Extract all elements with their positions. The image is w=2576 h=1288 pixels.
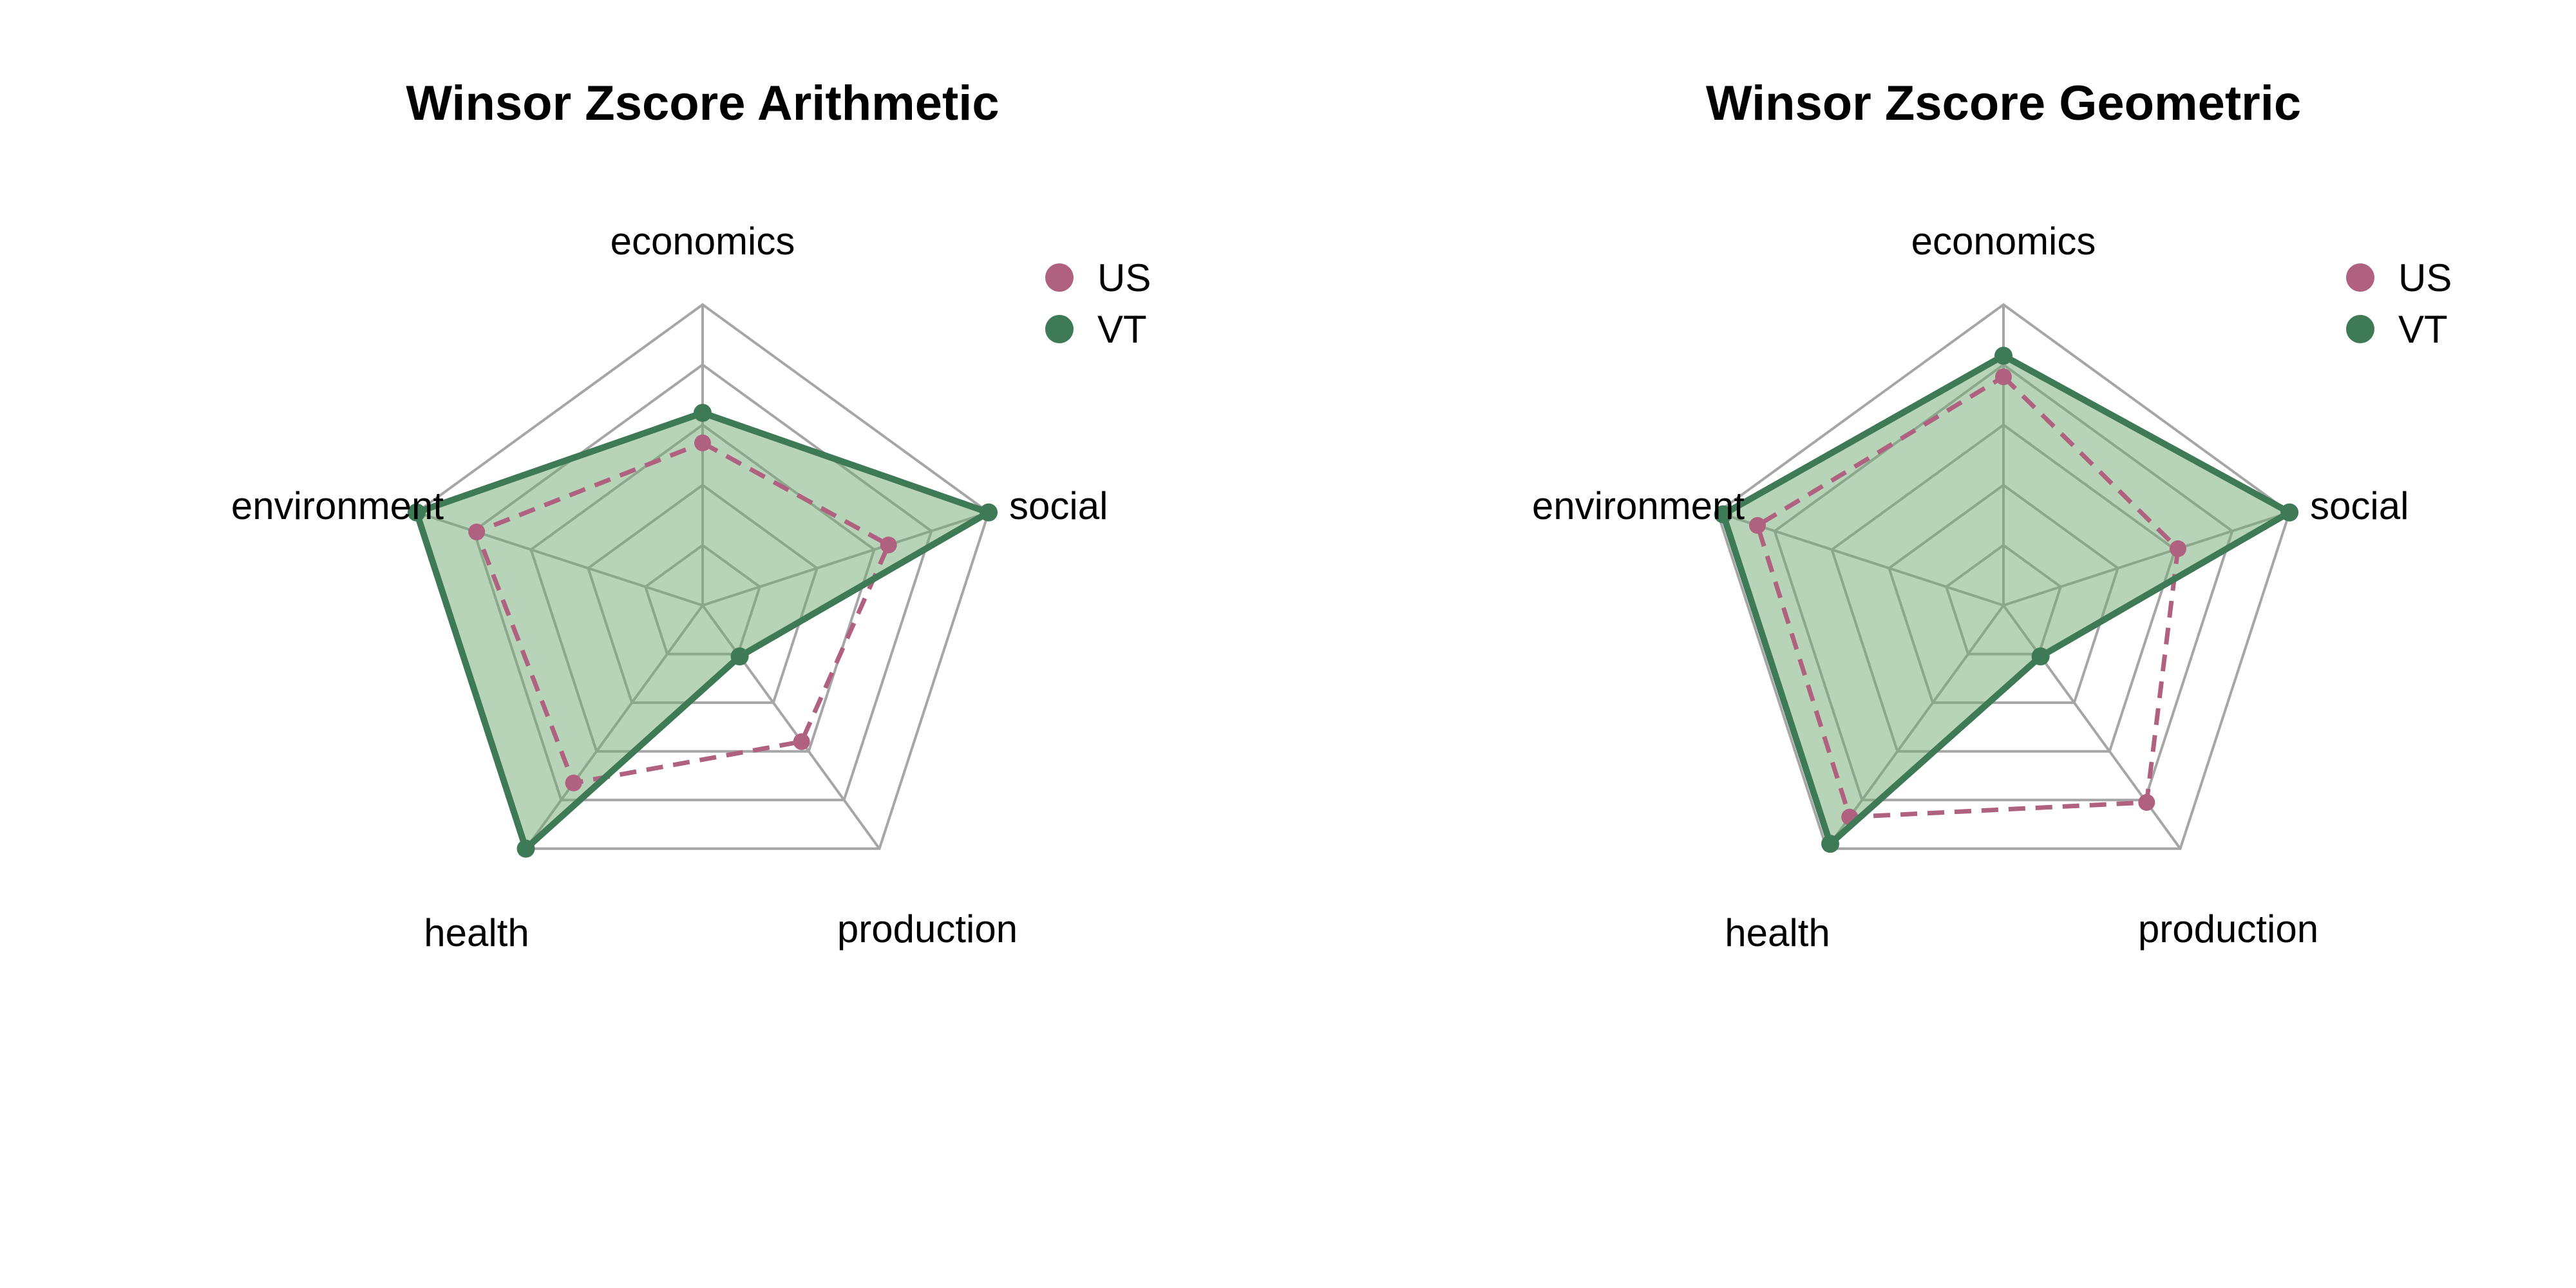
legend-marker-us xyxy=(2346,263,2374,292)
point-us-production xyxy=(793,733,810,750)
point-vt-economics xyxy=(694,404,712,422)
point-us-social xyxy=(2169,540,2186,557)
axis-label-health: health xyxy=(424,911,529,954)
chart-title: Winsor Zscore Geometric xyxy=(1706,76,2301,131)
legend-marker-vt xyxy=(1045,315,1074,343)
axis-label-production: production xyxy=(837,907,1018,951)
point-vt-production xyxy=(730,647,749,666)
legend-label-us: US xyxy=(2398,256,2452,299)
point-vt-production xyxy=(2031,647,2050,666)
point-us-production xyxy=(2138,794,2155,811)
legend-label-vt: VT xyxy=(1097,308,1147,351)
point-us-health xyxy=(565,774,582,791)
legend-marker-us xyxy=(1045,263,1074,292)
grid-ring xyxy=(1716,303,2291,850)
legend-label-us: US xyxy=(1097,256,1151,299)
chart-title: Winsor Zscore Arithmetic xyxy=(406,76,999,131)
point-us-economics xyxy=(1995,368,2012,386)
axis-label-production: production xyxy=(2138,907,2318,951)
point-vt-economics xyxy=(1994,346,2012,365)
point-vt-social xyxy=(2280,503,2299,522)
legend-marker-vt xyxy=(2346,315,2374,343)
point-vt-environment xyxy=(1714,505,1732,524)
series-line-vt xyxy=(413,410,992,852)
axis-label-economics: economics xyxy=(611,220,795,263)
radar-chart-geometric: Winsor Zscore Geometric economics social… xyxy=(1532,76,2452,954)
series-area-vt xyxy=(1723,355,2290,844)
point-us-environment xyxy=(1749,516,1766,534)
point-us-environment xyxy=(468,524,486,540)
axis-label-health: health xyxy=(1725,911,1830,954)
series-line-us xyxy=(1755,374,2181,820)
axis-label-environment: environment xyxy=(1532,484,1745,527)
point-us-social xyxy=(880,536,897,554)
point-vt-environment xyxy=(407,503,426,522)
radar-series xyxy=(407,404,998,858)
radar-chart-arithmetic: Winsor Zscore Arithmetic economics socia… xyxy=(231,76,1151,954)
axis-label-social: social xyxy=(1009,484,1108,527)
legend: US VT xyxy=(1045,256,1151,351)
legend: US VT xyxy=(2346,256,2452,351)
radar-series xyxy=(1714,346,2299,853)
grid-ring xyxy=(415,303,990,850)
axis-label-economics: economics xyxy=(1911,220,2096,263)
series-line-us xyxy=(474,440,891,786)
point-vt-health xyxy=(1821,835,1839,853)
legend-label-vt: VT xyxy=(2398,308,2448,351)
series-line-vt xyxy=(1719,352,2293,848)
axis-label-environment: environment xyxy=(231,484,444,527)
axis-label-social: social xyxy=(2310,484,2409,527)
point-vt-health xyxy=(516,839,535,858)
point-vt-social xyxy=(980,503,998,522)
point-us-economics xyxy=(694,434,711,451)
